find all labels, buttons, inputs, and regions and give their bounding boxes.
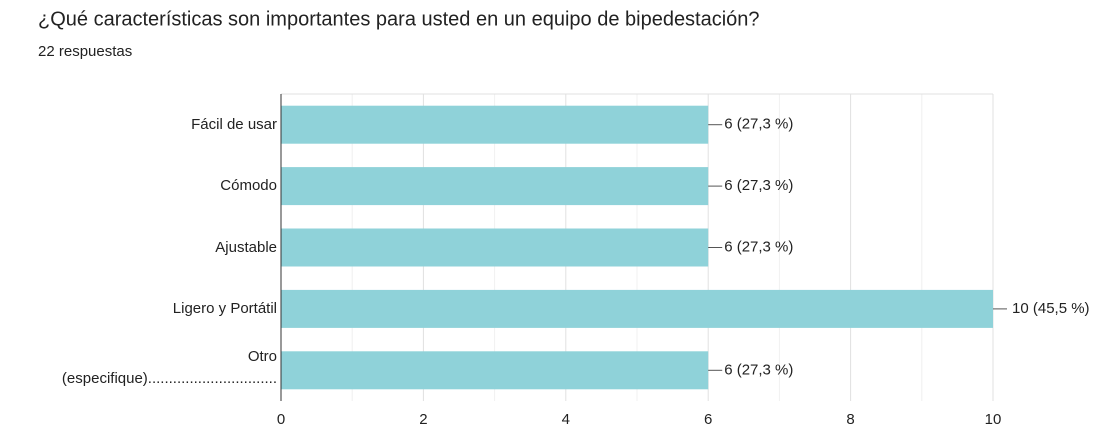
bar: [281, 105, 709, 144]
x-tick-label: 2: [419, 411, 427, 428]
x-tick-label: 10: [985, 411, 1002, 428]
y-tick-label: Ajustable: [215, 238, 277, 256]
x-tick-label: 8: [846, 411, 854, 428]
bar: [281, 351, 709, 390]
bar: [281, 228, 709, 267]
x-tick-label: 0: [277, 411, 285, 428]
x-tick-label: 6: [704, 411, 712, 428]
y-tick-label: Otro (especifique)......................…: [61, 348, 277, 388]
chart-subtitle: 22 respuestas: [38, 43, 132, 60]
bar: [281, 289, 993, 328]
value-label: 6 (27,3 %): [724, 177, 793, 194]
y-tick-label: Ligero y Portátil: [172, 299, 277, 317]
chart-title: ¿Qué características son importantes par…: [38, 8, 760, 30]
x-tick-label: 4: [562, 411, 570, 428]
y-tick-label: Fácil de usar: [191, 115, 277, 133]
value-label: 6 (27,3 %): [724, 116, 793, 133]
value-label: 6 (27,3 %): [724, 238, 793, 255]
y-tick-label: Cómodo: [220, 177, 277, 195]
bar: [281, 167, 709, 206]
value-label: 6 (27,3 %): [724, 361, 793, 378]
value-label: 10 (45,5 %): [1012, 300, 1090, 317]
